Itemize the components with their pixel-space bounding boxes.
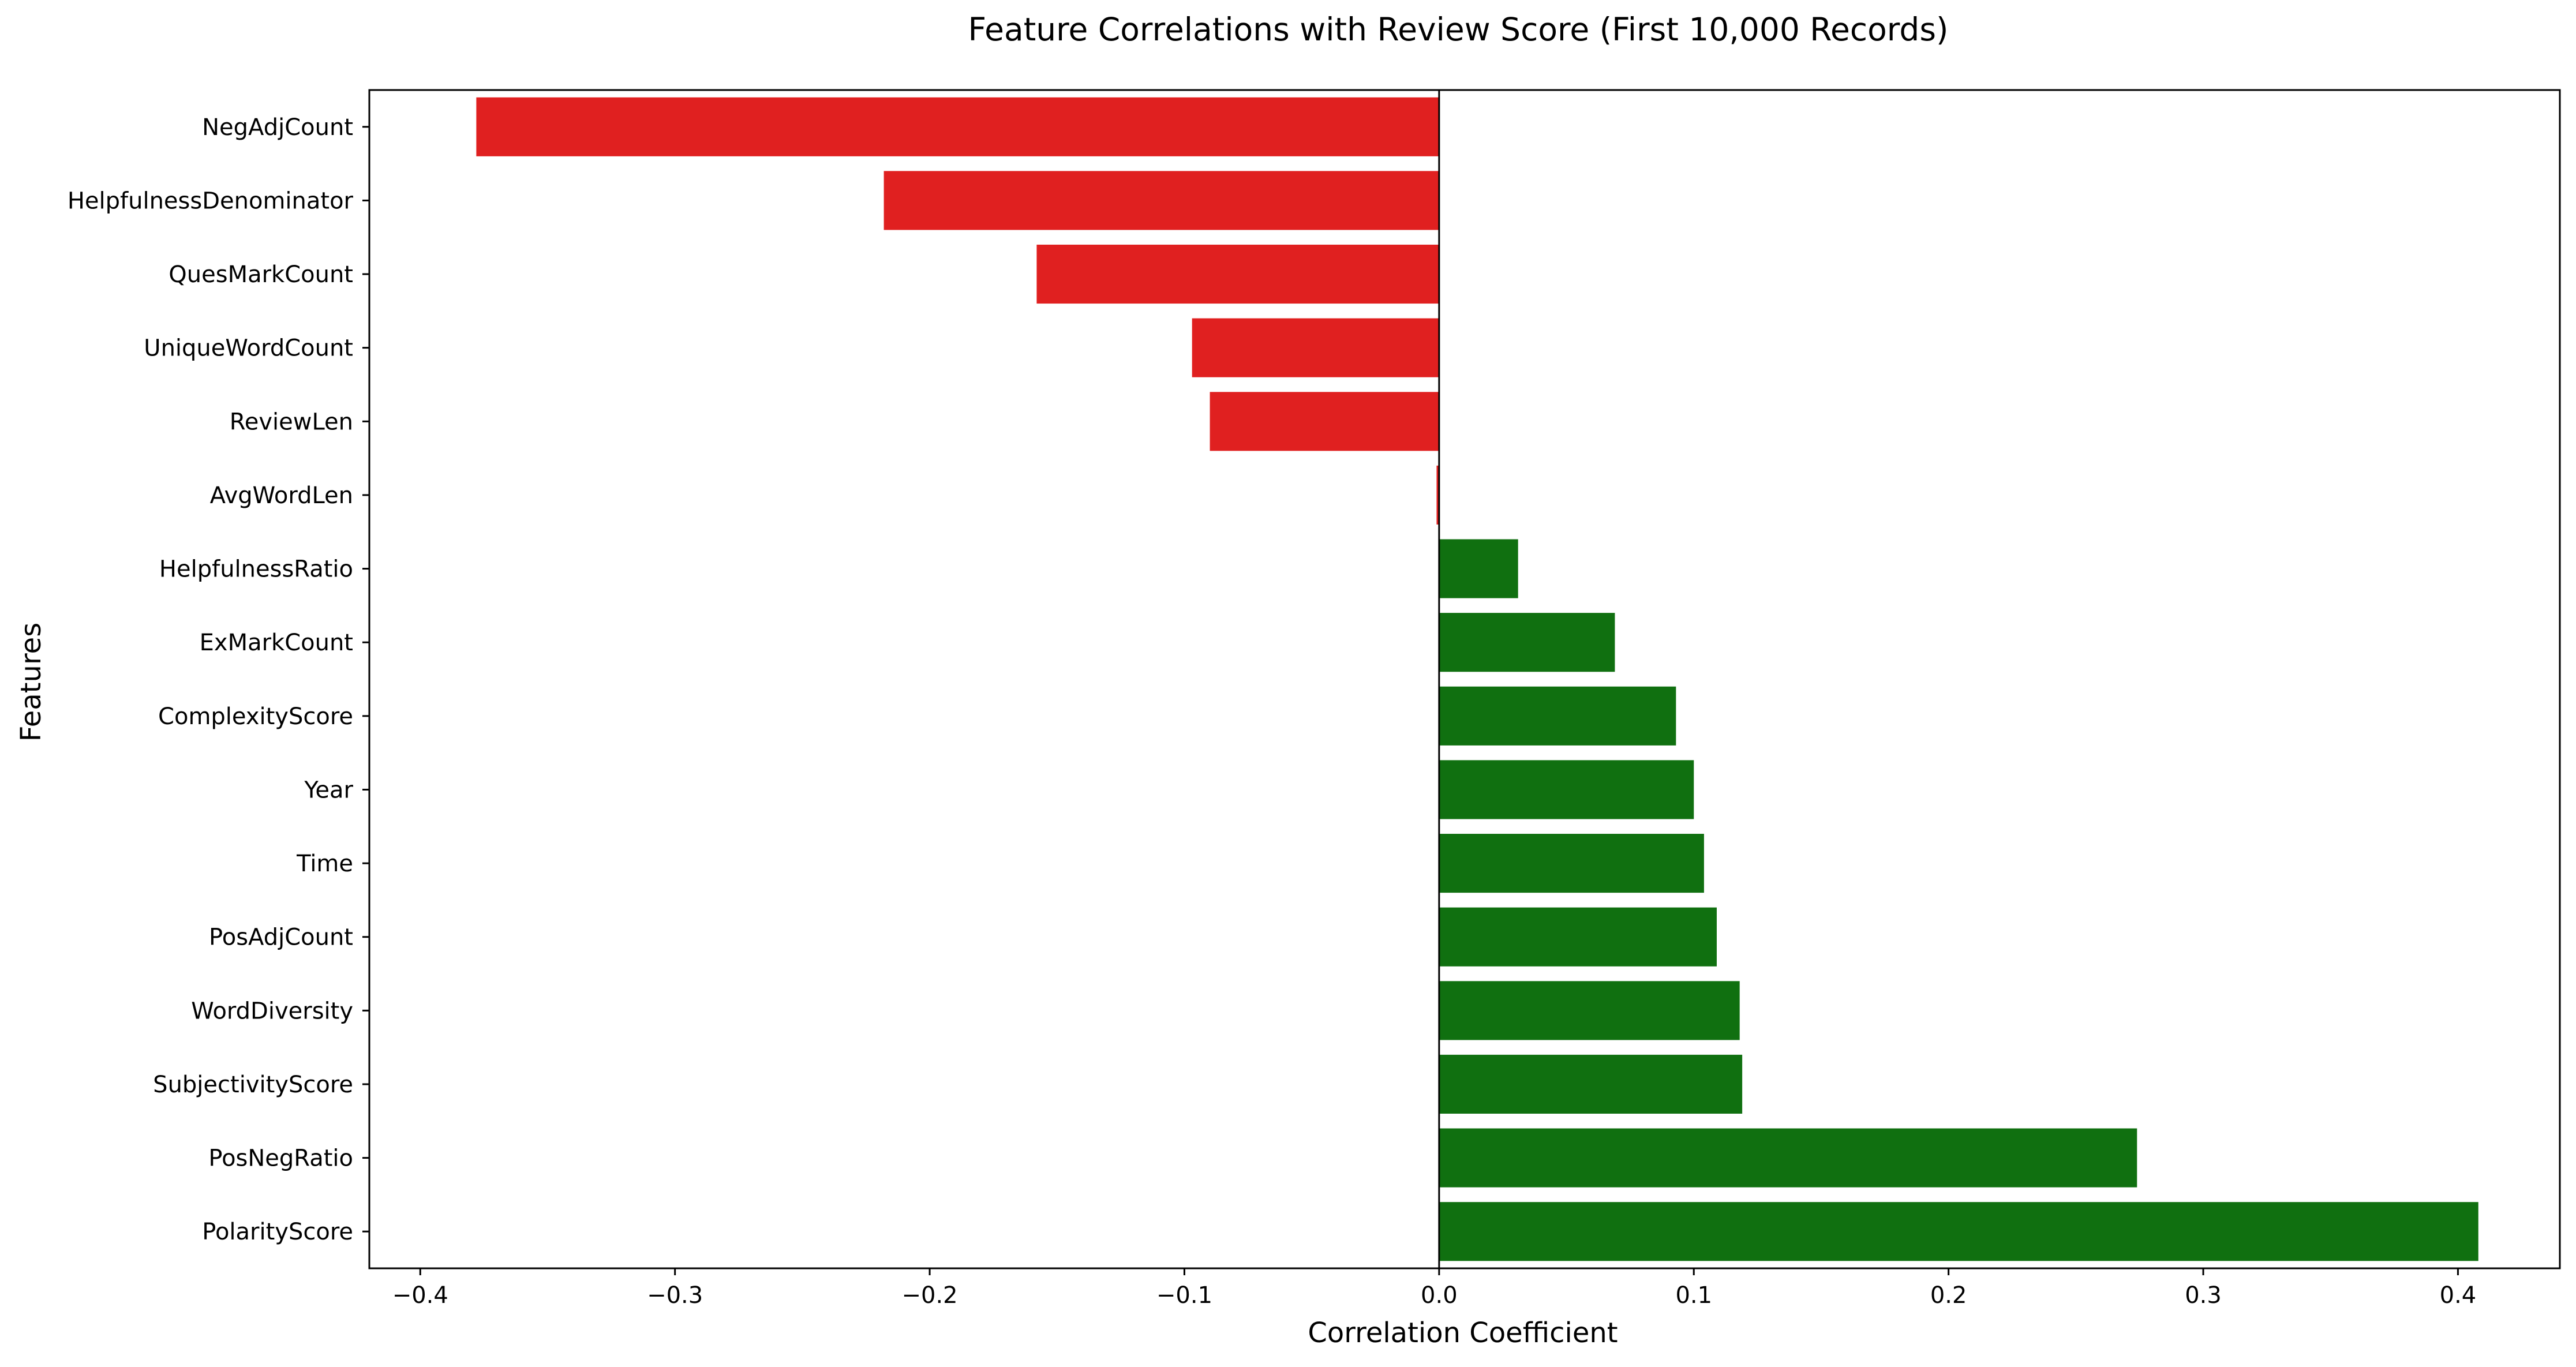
- bar-worddiversity: [1439, 981, 1740, 1040]
- x-tick-label: −0.4: [392, 1282, 448, 1309]
- y-tick-label: UniqueWordCount: [144, 335, 353, 362]
- x-tick-label: 0.1: [1675, 1282, 1712, 1309]
- bar-complexityscore: [1439, 686, 1676, 746]
- x-tick-label: −0.1: [1156, 1282, 1212, 1309]
- bar-helpfulnessratio: [1439, 539, 1518, 598]
- bar-year: [1439, 760, 1694, 819]
- y-tick-label: ExMarkCount: [200, 630, 353, 656]
- x-tick-label: −0.2: [901, 1282, 957, 1309]
- y-tick-label: ReviewLen: [230, 409, 353, 435]
- bar-helpfulnessdenominator: [883, 171, 1439, 230]
- x-tick-label: 0.4: [2440, 1282, 2477, 1309]
- y-tick-label: HelpfulnessRatio: [159, 556, 353, 583]
- plot-frame: [368, 89, 2561, 1269]
- y-tick-label: WordDiversity: [191, 998, 353, 1024]
- bar-time: [1439, 834, 1704, 893]
- y-tick-label: QuesMarkCount: [169, 261, 353, 288]
- bar-quesmarkcount: [1036, 245, 1439, 304]
- y-tick-label: PolarityScore: [202, 1219, 353, 1245]
- y-tick-label: HelpfulnessDenominator: [68, 188, 354, 214]
- bar-negadjcount: [476, 97, 1439, 156]
- y-tick-label: PosNegRatio: [208, 1145, 353, 1172]
- x-tick-label: −0.3: [647, 1282, 703, 1309]
- y-tick-label: SubjectivityScore: [153, 1072, 353, 1098]
- bar-subjectivityscore: [1439, 1054, 1743, 1114]
- y-axis-label: Features: [15, 623, 47, 741]
- y-tick-label: Time: [296, 851, 353, 877]
- plot-frame-group: [368, 89, 2561, 1269]
- y-tick-label: Year: [304, 777, 353, 803]
- x-tick-label: 0.3: [2185, 1282, 2222, 1309]
- bar-posnegratio: [1439, 1128, 2137, 1188]
- y-tick-label: ComplexityScore: [158, 703, 353, 730]
- bar-polarityscore: [1439, 1202, 2478, 1261]
- ticks-group: NegAdjCount HelpfulnessDenominator QuesMar…: [68, 114, 2476, 1309]
- bar-exmarkcount: [1439, 613, 1615, 672]
- y-tick-label: PosAdjCount: [209, 924, 353, 951]
- bars-group: [476, 97, 2478, 1261]
- bar-reviewlen: [1210, 392, 1439, 451]
- x-tick-label: 0.0: [1421, 1282, 1458, 1309]
- x-axis-label: Correlation Coefficient: [1308, 1317, 1618, 1349]
- bar-uniquewordcount: [1192, 318, 1439, 377]
- bar-avgwordlen: [1436, 465, 1439, 525]
- y-tick-label: AvgWordLen: [210, 482, 353, 509]
- chart-title: Feature Correlations with Review Score (…: [968, 11, 1949, 48]
- bar-posadjcount: [1439, 907, 1717, 967]
- x-tick-label: 0.2: [1930, 1282, 1967, 1309]
- y-tick-label: NegAdjCount: [202, 114, 353, 141]
